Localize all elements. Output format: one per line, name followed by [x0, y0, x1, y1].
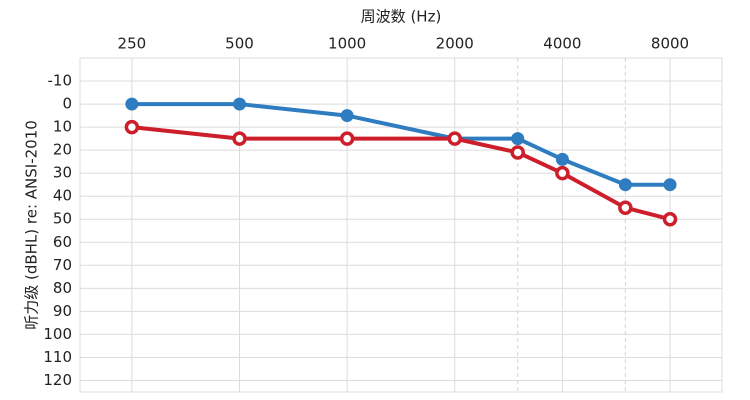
y-axis-label: 听力级 (dBHL) re: ANSI-2010 [23, 120, 41, 330]
x-tick-label: 2000 [436, 35, 474, 53]
data-point [511, 132, 525, 146]
y-tick-label: 40 [53, 187, 72, 205]
x-tick-label: 1000 [328, 35, 366, 53]
data-point [555, 152, 569, 166]
y-tick-label: 120 [43, 371, 72, 389]
y-tick-label: 100 [43, 325, 72, 343]
series-line [131, 102, 671, 187]
data-point [340, 109, 354, 123]
y-tick-label: 70 [53, 256, 72, 274]
plot-frame [79, 57, 723, 393]
series-line [131, 125, 671, 222]
x-tick-label: 8000 [651, 35, 689, 53]
data-point [125, 97, 139, 111]
x-tick-label: 250 [118, 35, 147, 53]
y-tick-label: 110 [43, 348, 72, 366]
data-point [663, 178, 677, 192]
data-point [233, 97, 247, 111]
data-point [232, 131, 247, 146]
data-point [124, 119, 140, 135]
data-point [555, 165, 570, 181]
y-tick-label: 30 [53, 164, 72, 182]
y-tick-label: 20 [53, 141, 72, 159]
data-point [339, 131, 355, 146]
y-tick-label: 0 [62, 95, 72, 113]
data-point [618, 200, 633, 215]
y-tick-label: 90 [53, 302, 72, 320]
x-tick-label: 500 [225, 35, 254, 53]
data-point [447, 131, 463, 146]
y-tick-label: 60 [53, 233, 72, 251]
y-tick-label: 80 [53, 279, 72, 297]
data-point [662, 211, 678, 227]
y-tick-label: 10 [53, 118, 72, 136]
data-point [618, 178, 632, 192]
x-axis-label: 周波数 (Hz) [361, 8, 442, 26]
data-point [510, 145, 525, 160]
x-tick-label: 4000 [543, 35, 581, 53]
y-tick-label: -10 [48, 72, 73, 90]
y-tick-label: 50 [53, 210, 72, 228]
